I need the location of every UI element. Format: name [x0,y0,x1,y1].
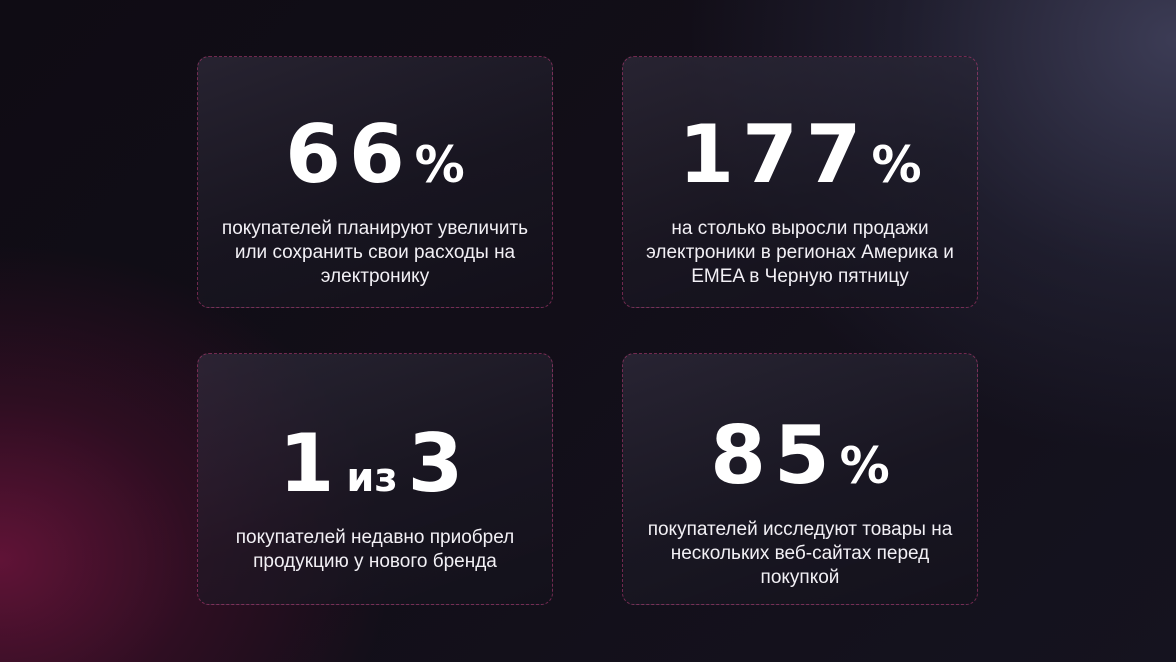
stat-number: 66 [285,108,413,201]
stat-card-shoppers-spending: 66% покупателей планируют увеличить или … [197,56,553,308]
stat-unit: % [871,136,922,194]
stat-card-multi-site-research: 85% покупателей исследуют товары на неск… [622,353,978,605]
stat-connector: из [346,455,398,501]
stat-unit: % [839,437,890,495]
stat-value-177-percent: 177% [678,115,921,195]
stat-number: 177 [678,108,870,201]
stat-card-new-brand-purchase: 1 из 3 покупателей недавно приобрел продук… [197,353,553,605]
stat-description: на столько выросли продажи электроники в… [646,218,954,287]
stat-description: покупателей недавно приобрел продукцию у… [235,527,515,572]
stat-unit: % [414,136,465,194]
stat-description: покупателей планируют увеличить или сохр… [221,218,529,287]
stat-value-66-percent: 66% [285,115,464,195]
stat-number-left: 1 [278,417,343,510]
stat-value-1-of-3: 1 из 3 [279,424,472,504]
stat-number-right: 3 [407,417,472,510]
stat-card-electronics-sales-growth: 177% на столько выросли продажи электрон… [622,56,978,308]
stat-description: покупателей исследуют товары на нескольк… [647,519,953,588]
stat-number: 85 [710,409,838,502]
stat-value-85-percent: 85% [710,416,889,496]
